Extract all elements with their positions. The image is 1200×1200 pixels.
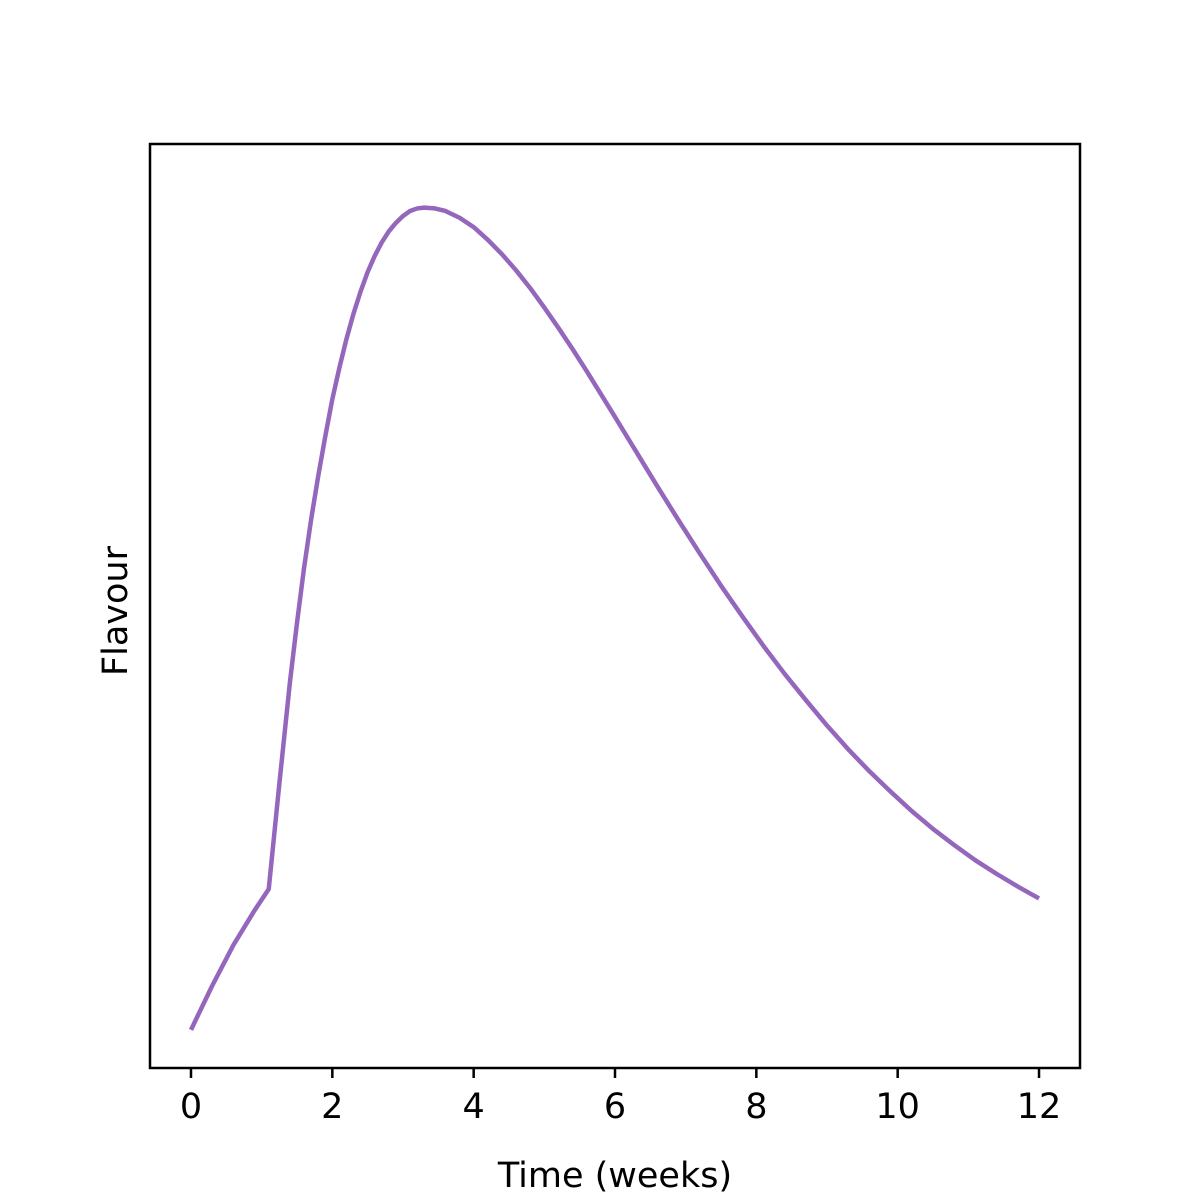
x-tick-label: 12	[1017, 1087, 1062, 1127]
x-axis-label: Time (weeks)	[497, 1156, 732, 1196]
plot-background	[150, 144, 1080, 1068]
x-tick-label: 6	[604, 1087, 626, 1127]
x-tick-label: 4	[463, 1087, 485, 1127]
plot-frame	[148, 142, 1082, 1070]
series-line-0	[188, 205, 1041, 1031]
x-tick-label: 10	[875, 1087, 920, 1127]
x-axis: 0 2 4 6 8 10 12	[180, 1068, 1061, 1127]
x-tick-label: 0	[180, 1087, 202, 1127]
x-tick-label: 8	[745, 1087, 767, 1127]
y-axis-label: Flavour	[96, 545, 136, 676]
series-group	[188, 205, 1041, 1031]
x-tick-label: 2	[321, 1087, 343, 1127]
